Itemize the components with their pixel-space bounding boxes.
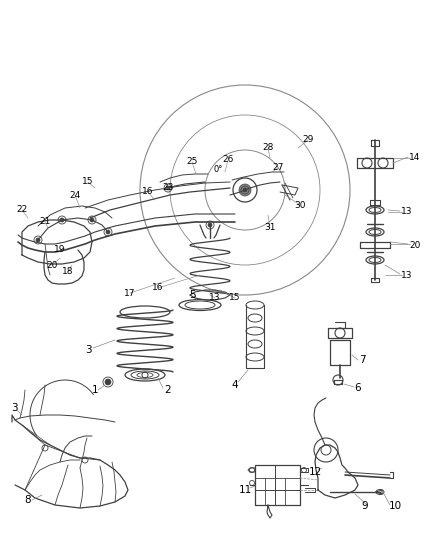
Text: 0°: 0° bbox=[213, 166, 223, 174]
Text: 13: 13 bbox=[401, 271, 413, 279]
Text: 21: 21 bbox=[39, 217, 51, 227]
Text: 9: 9 bbox=[362, 501, 368, 511]
Text: 16: 16 bbox=[142, 188, 154, 197]
Text: 2: 2 bbox=[165, 385, 171, 395]
Circle shape bbox=[106, 230, 110, 234]
Text: 28: 28 bbox=[262, 143, 274, 152]
Text: 5: 5 bbox=[190, 290, 196, 300]
Text: 30: 30 bbox=[294, 200, 306, 209]
Text: 1: 1 bbox=[92, 385, 98, 395]
Text: 15: 15 bbox=[229, 294, 241, 303]
Text: 25: 25 bbox=[186, 157, 198, 166]
Text: 20: 20 bbox=[46, 261, 58, 270]
Text: 17: 17 bbox=[124, 288, 136, 297]
Text: 14: 14 bbox=[410, 154, 420, 163]
Circle shape bbox=[243, 188, 247, 192]
Text: 22: 22 bbox=[16, 206, 28, 214]
Text: 8: 8 bbox=[25, 495, 31, 505]
Text: 16: 16 bbox=[152, 284, 164, 293]
Text: 29: 29 bbox=[302, 135, 314, 144]
Text: 19: 19 bbox=[54, 246, 66, 254]
Circle shape bbox=[239, 184, 251, 196]
Circle shape bbox=[105, 379, 111, 385]
Text: 13: 13 bbox=[209, 294, 221, 303]
Circle shape bbox=[208, 223, 212, 227]
Text: 13: 13 bbox=[401, 207, 413, 216]
Text: 23: 23 bbox=[162, 183, 174, 192]
Text: 4: 4 bbox=[232, 380, 238, 390]
Text: 12: 12 bbox=[308, 467, 321, 477]
Text: 6: 6 bbox=[355, 383, 361, 393]
Text: 11: 11 bbox=[238, 485, 251, 495]
Circle shape bbox=[90, 218, 94, 222]
Text: 26: 26 bbox=[223, 156, 234, 165]
Text: 31: 31 bbox=[264, 223, 276, 232]
Text: 7: 7 bbox=[359, 355, 365, 365]
Text: 24: 24 bbox=[69, 190, 81, 199]
Text: 20: 20 bbox=[410, 240, 420, 249]
Text: 3: 3 bbox=[85, 345, 91, 355]
Circle shape bbox=[166, 186, 170, 190]
Text: 15: 15 bbox=[82, 177, 94, 187]
Circle shape bbox=[36, 238, 40, 242]
Text: 27: 27 bbox=[272, 164, 284, 173]
Text: 3: 3 bbox=[11, 403, 18, 413]
Circle shape bbox=[60, 218, 64, 222]
Text: 10: 10 bbox=[389, 501, 402, 511]
Text: 18: 18 bbox=[62, 268, 74, 277]
